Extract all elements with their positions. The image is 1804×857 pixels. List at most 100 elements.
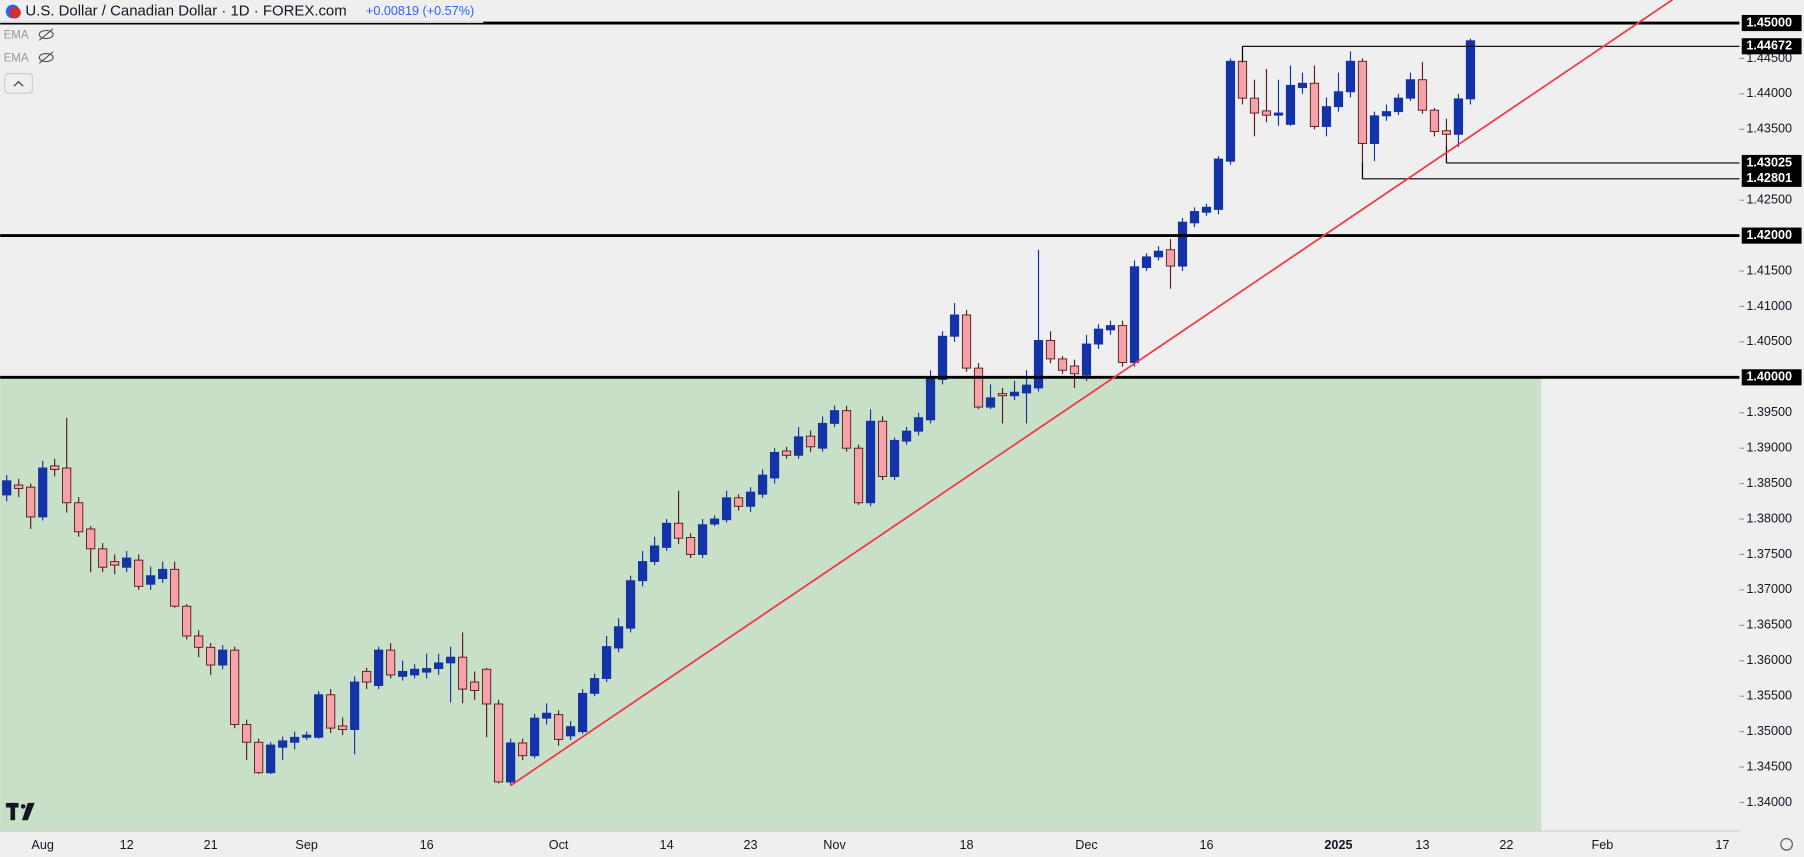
candle-body [350,681,360,730]
candle-body [554,714,564,740]
candle-body [1201,206,1212,213]
y-tick-label: 1.35000 [1746,724,1792,738]
swing-level-label: 1.43025 [1746,155,1792,169]
candle-body [1417,79,1428,111]
indicator-label: EMA [4,53,29,65]
candle-body [1333,91,1344,108]
swing-level-label: 1.44672 [1746,39,1792,53]
x-tick-label: Dec [1075,838,1097,852]
x-tick-label: 12 [120,838,134,852]
candle-body [997,393,1008,397]
candle-body [134,559,144,587]
candle-body [1297,82,1308,88]
candle-body [1345,60,1356,93]
symbol-title: U.S. Dollar / Canadian Dollar · 1D · FOR… [25,2,346,19]
key-level-label: 1.42000 [1746,228,1792,242]
x-tick-label: Aug [31,838,54,852]
settings-icon[interactable] [1780,838,1793,851]
candle-body [1249,97,1260,114]
candle-body [1225,60,1236,162]
collapse-icon [13,80,24,87]
candle-body [1393,97,1404,113]
candle-body [206,646,216,666]
candle-body [218,649,228,666]
trendline [510,0,1673,787]
y-tick-label: 1.39000 [1746,441,1792,455]
candle-body [577,692,588,733]
candle-body [601,646,612,679]
support-zone [0,377,1542,831]
candle-body [374,649,384,687]
candle-body [865,420,876,504]
candle-body [1285,84,1296,125]
candle-body [446,656,456,664]
candle-body [2,480,12,496]
collapse-button[interactable] [4,73,33,94]
candle-body [1069,365,1080,375]
candle-body [1105,325,1116,331]
y-tick-label: 1.41000 [1746,299,1792,313]
candle-body [62,467,72,504]
x-tick-label: 13 [1415,838,1429,852]
candle-body [661,522,672,548]
candle-body [194,635,204,648]
candle-body [685,537,696,555]
candle-body [745,491,756,507]
candle-body [1381,111,1392,117]
candle-body [589,678,600,694]
y-tick-label: 1.43500 [1746,122,1792,136]
candle-body [949,314,960,337]
y-tick-label: 1.38000 [1746,511,1792,525]
candle-body [158,568,168,580]
candle-body [302,734,312,738]
candle-body [1153,250,1164,258]
y-tick-label: 1.37000 [1746,582,1792,596]
candle-body [1093,328,1104,345]
x-tick-label: 18 [960,838,974,852]
x-tick-label: 22 [1499,838,1513,852]
candle-body [1465,40,1476,100]
candle-body [709,518,720,525]
candle-body [625,580,636,629]
candle-body [182,605,192,637]
y-tick-label: 1.36500 [1746,618,1792,632]
candle-body [230,649,240,725]
candle-body [793,436,804,456]
candle-body [470,681,480,691]
candle-body [901,430,912,442]
candle-body [721,497,732,521]
candle-body [326,694,336,729]
candle-body [410,668,420,676]
hide-icons[interactable] [38,28,54,64]
candle-body [1309,82,1320,127]
key-level-box [1741,369,1802,386]
candle-body [1321,106,1332,127]
candle-body [86,528,96,550]
y-tick-label: 1.42500 [1746,193,1792,207]
candle-body [290,736,300,743]
candle-body [1081,343,1092,376]
x-tick-label: 2025 [1324,838,1352,852]
candle-body [937,335,948,380]
candle-body [613,626,624,649]
candle-body [769,451,780,479]
swing-level-box [1741,154,1802,172]
y-tick-label: 1.44000 [1746,86,1792,100]
candle-body [506,742,516,783]
candle-body [757,474,768,495]
candle-body [146,575,156,585]
candle-body [853,447,864,504]
candle-body [805,435,816,448]
candle-body [637,561,648,582]
candle-body [1429,109,1440,132]
candle-body [961,314,972,369]
candle-body [278,740,288,748]
indicator-label: EMA [4,30,29,42]
y-tick-label: 1.37500 [1746,547,1792,561]
candle-body [973,367,984,408]
candle-body [242,724,252,743]
candle-body [338,725,348,730]
candle-body [841,410,852,449]
candle-body [494,703,504,783]
swing-level-box [1741,170,1802,187]
